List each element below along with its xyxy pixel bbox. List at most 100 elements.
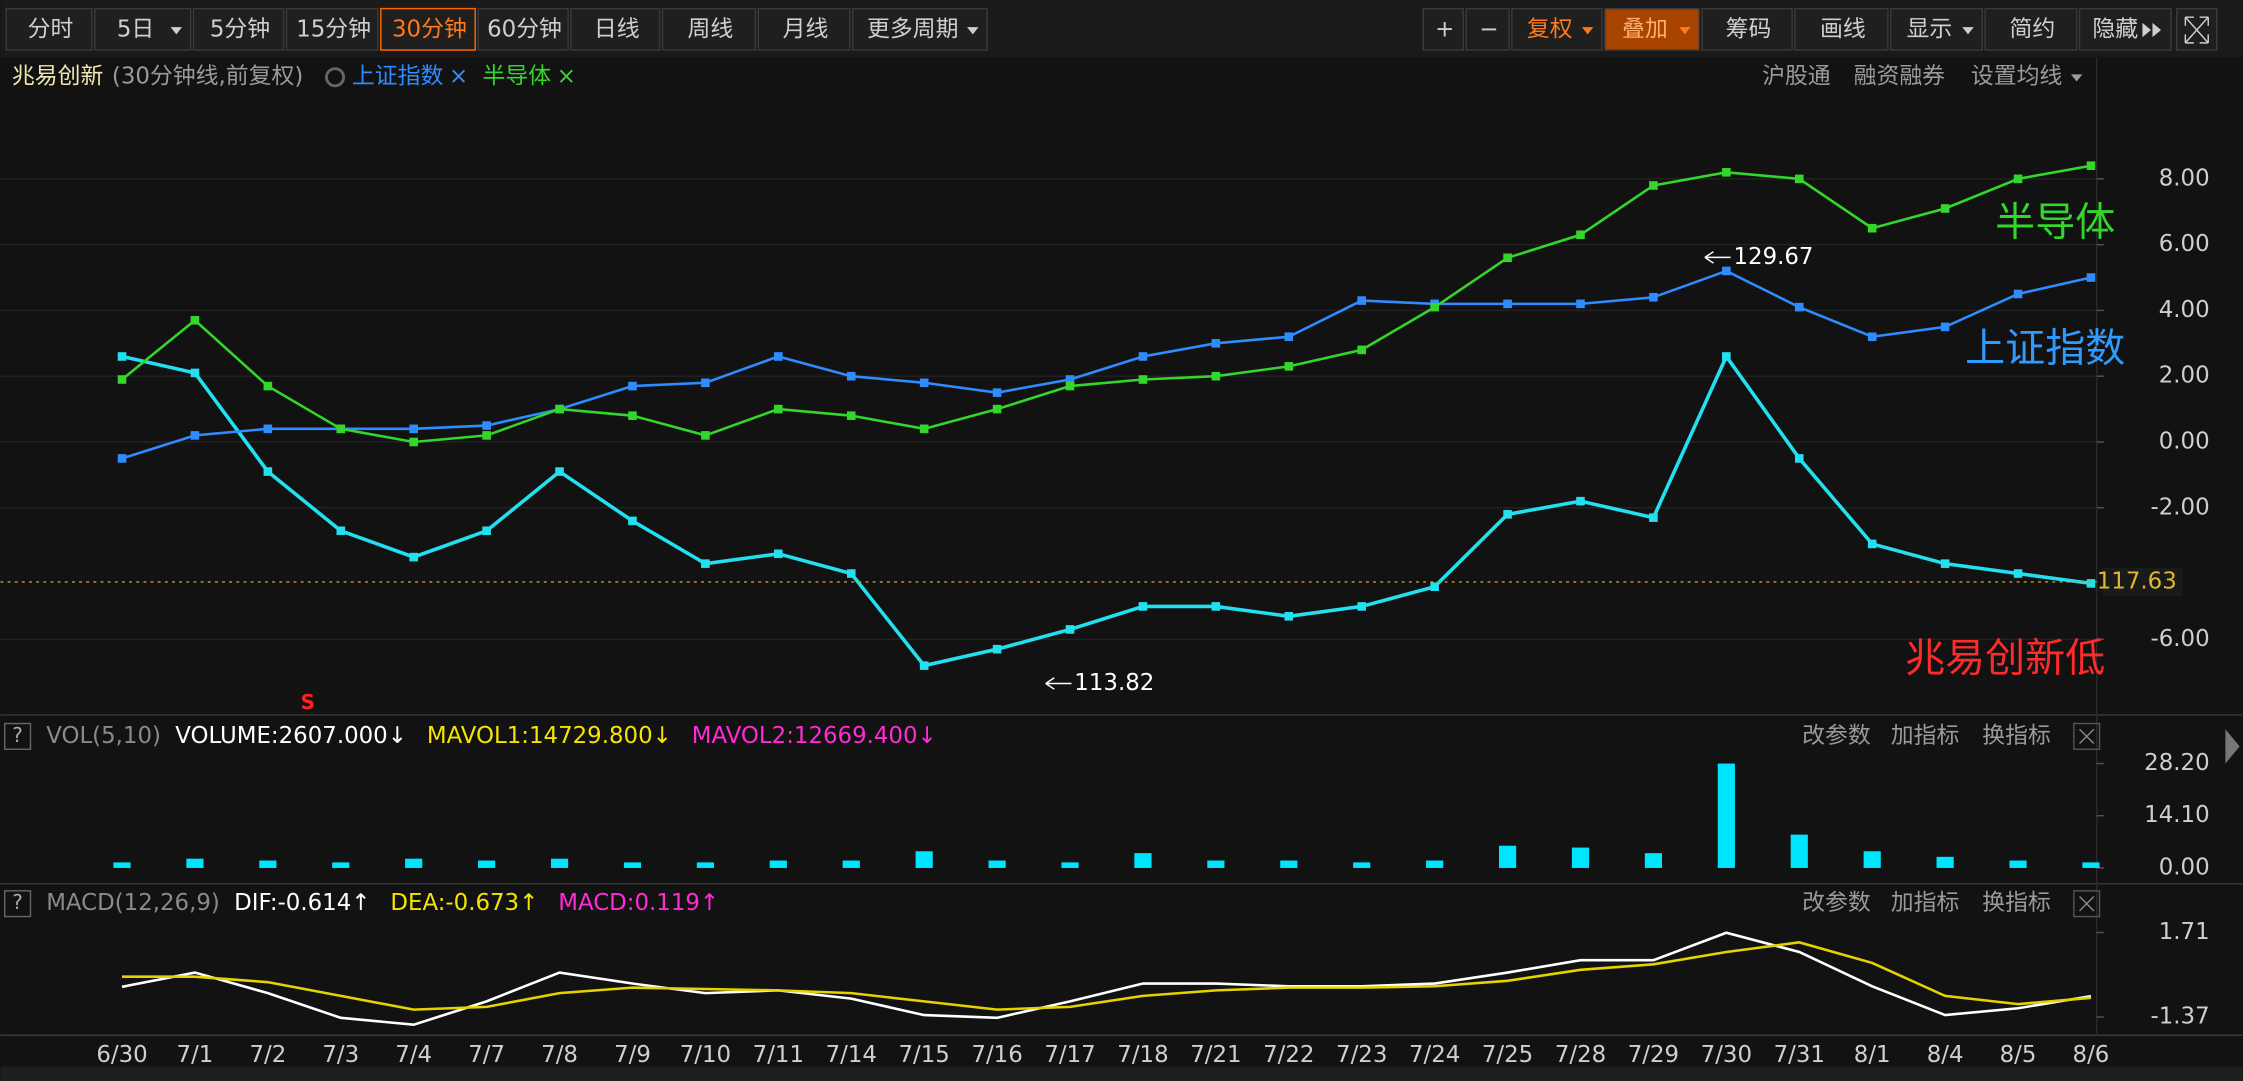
point-marker — [1211, 602, 1221, 611]
tool-button[interactable] — [1422, 7, 1464, 51]
help-button[interactable] — [4, 890, 32, 918]
tool-button[interactable] — [1465, 7, 1510, 51]
point-marker — [2086, 161, 2096, 171]
bottom-strip — [0, 1066, 2243, 1081]
period-button[interactable] — [5, 7, 93, 51]
panel-button[interactable]: 加指标 — [1891, 723, 1960, 749]
point-marker — [1576, 496, 1585, 506]
volume-bar — [550, 858, 569, 868]
tool-label: 隐藏 — [2092, 17, 2138, 43]
period-button[interactable] — [757, 7, 851, 51]
point-marker — [1794, 174, 1804, 184]
point-marker — [482, 526, 491, 536]
point-marker — [701, 431, 710, 440]
dropdown-caret — [1581, 27, 1594, 35]
point-marker — [846, 371, 856, 381]
tool-button[interactable] — [1794, 7, 1889, 51]
help-label: ? — [12, 890, 23, 914]
period-button[interactable] — [851, 7, 988, 51]
period-button[interactable] — [570, 7, 661, 51]
panel-button[interactable]: 改参数 — [1802, 723, 1871, 749]
header-link[interactable]: 沪股通 — [1762, 64, 1831, 90]
panel-close[interactable] — [2073, 722, 2101, 750]
volume-bar — [1936, 856, 1954, 868]
period-label: 分时 — [28, 17, 74, 43]
volume-bar — [1207, 860, 1225, 868]
annotation: 半导体 — [1995, 199, 2115, 245]
panel-close[interactable] — [2073, 890, 2101, 918]
point-marker — [1430, 302, 1439, 312]
y-tick-label: 2.00 — [2159, 363, 2210, 389]
volume-bar — [186, 858, 204, 868]
volume-bar — [915, 851, 933, 868]
header-link[interactable]: 设置均线 — [1971, 64, 2062, 90]
volume-bar — [988, 860, 1006, 868]
panel-button[interactable]: 换指标 — [1982, 890, 2051, 916]
header-link[interactable]: 融资融券 — [1854, 64, 1946, 90]
point-marker — [263, 467, 273, 476]
tool-button[interactable] — [1701, 7, 1793, 51]
x-tick-label: 7/16 — [971, 1042, 1022, 1068]
volume-bar — [1717, 763, 1735, 868]
indicator-value: VOLUME:2607.000↓ — [175, 723, 407, 749]
point-marker — [628, 516, 637, 526]
dropdown-caret — [2070, 74, 2083, 82]
overlay-remove: × — [449, 64, 468, 90]
help-button[interactable] — [4, 722, 32, 750]
dropdown-caret — [1679, 27, 1691, 35]
point-marker — [774, 352, 783, 361]
point-marker — [919, 661, 929, 670]
point-marker — [1503, 510, 1512, 519]
period-label: 5日 — [117, 17, 154, 43]
period-button[interactable] — [380, 7, 476, 51]
dropdown-caret — [170, 27, 183, 35]
point-marker — [482, 431, 491, 440]
point-marker — [117, 352, 127, 361]
volume-bar — [1353, 862, 1371, 868]
volume-bar — [405, 858, 423, 868]
point-marker — [774, 549, 783, 559]
y-tick-label: 14.10 — [2144, 802, 2209, 828]
gear-icon[interactable] — [325, 67, 346, 88]
period-label: 30分钟 — [392, 17, 467, 43]
point-marker — [555, 404, 564, 414]
y-tick-label: -2.00 — [2150, 494, 2209, 520]
panel-button[interactable]: 改参数 — [1802, 890, 1871, 916]
point-marker — [628, 381, 637, 391]
period-button[interactable] — [661, 7, 757, 51]
period-button[interactable] — [477, 7, 569, 51]
x-tick-label: 7/4 — [395, 1042, 432, 1068]
tool-label: 复权 — [1527, 17, 1573, 43]
x-tick-label: 7/2 — [249, 1042, 286, 1068]
side-handle[interactable] — [2225, 729, 2240, 764]
tool-label: 显示 — [1907, 17, 1953, 43]
point-marker — [1940, 559, 1950, 568]
period-label: 60分钟 — [487, 17, 562, 43]
stock-mode: (30分钟线,前复权) — [112, 64, 303, 90]
point-marker — [1649, 513, 1658, 522]
point-marker — [1722, 266, 1731, 276]
x-tick-label: 7/24 — [1409, 1042, 1460, 1068]
point-marker — [2013, 174, 2023, 184]
volume-bar — [1280, 860, 1298, 868]
period-button[interactable] — [285, 7, 379, 51]
tool-label: − — [1479, 17, 1498, 43]
point-marker — [117, 454, 127, 463]
volume-bar — [1863, 851, 1881, 868]
point-marker — [1649, 292, 1658, 302]
indicator-value: MACD:0.119↑ — [558, 890, 719, 916]
help-label: ? — [12, 723, 23, 747]
period-button[interactable] — [192, 7, 285, 51]
tool-button[interactable] — [1984, 7, 2078, 51]
series-line — [121, 352, 2092, 668]
x-tick-label: 7/29 — [1628, 1042, 1679, 1068]
volume-bar — [2082, 862, 2100, 868]
x-tick-label: 7/10 — [680, 1042, 731, 1068]
panel-button[interactable]: 换指标 — [1982, 723, 2051, 749]
panel-button[interactable]: 加指标 — [1891, 890, 1960, 916]
volume-bar — [1498, 845, 1517, 868]
point-marker — [1138, 352, 1148, 361]
point-marker — [1211, 371, 1221, 381]
y-tick-label: 0.00 — [2159, 428, 2210, 454]
